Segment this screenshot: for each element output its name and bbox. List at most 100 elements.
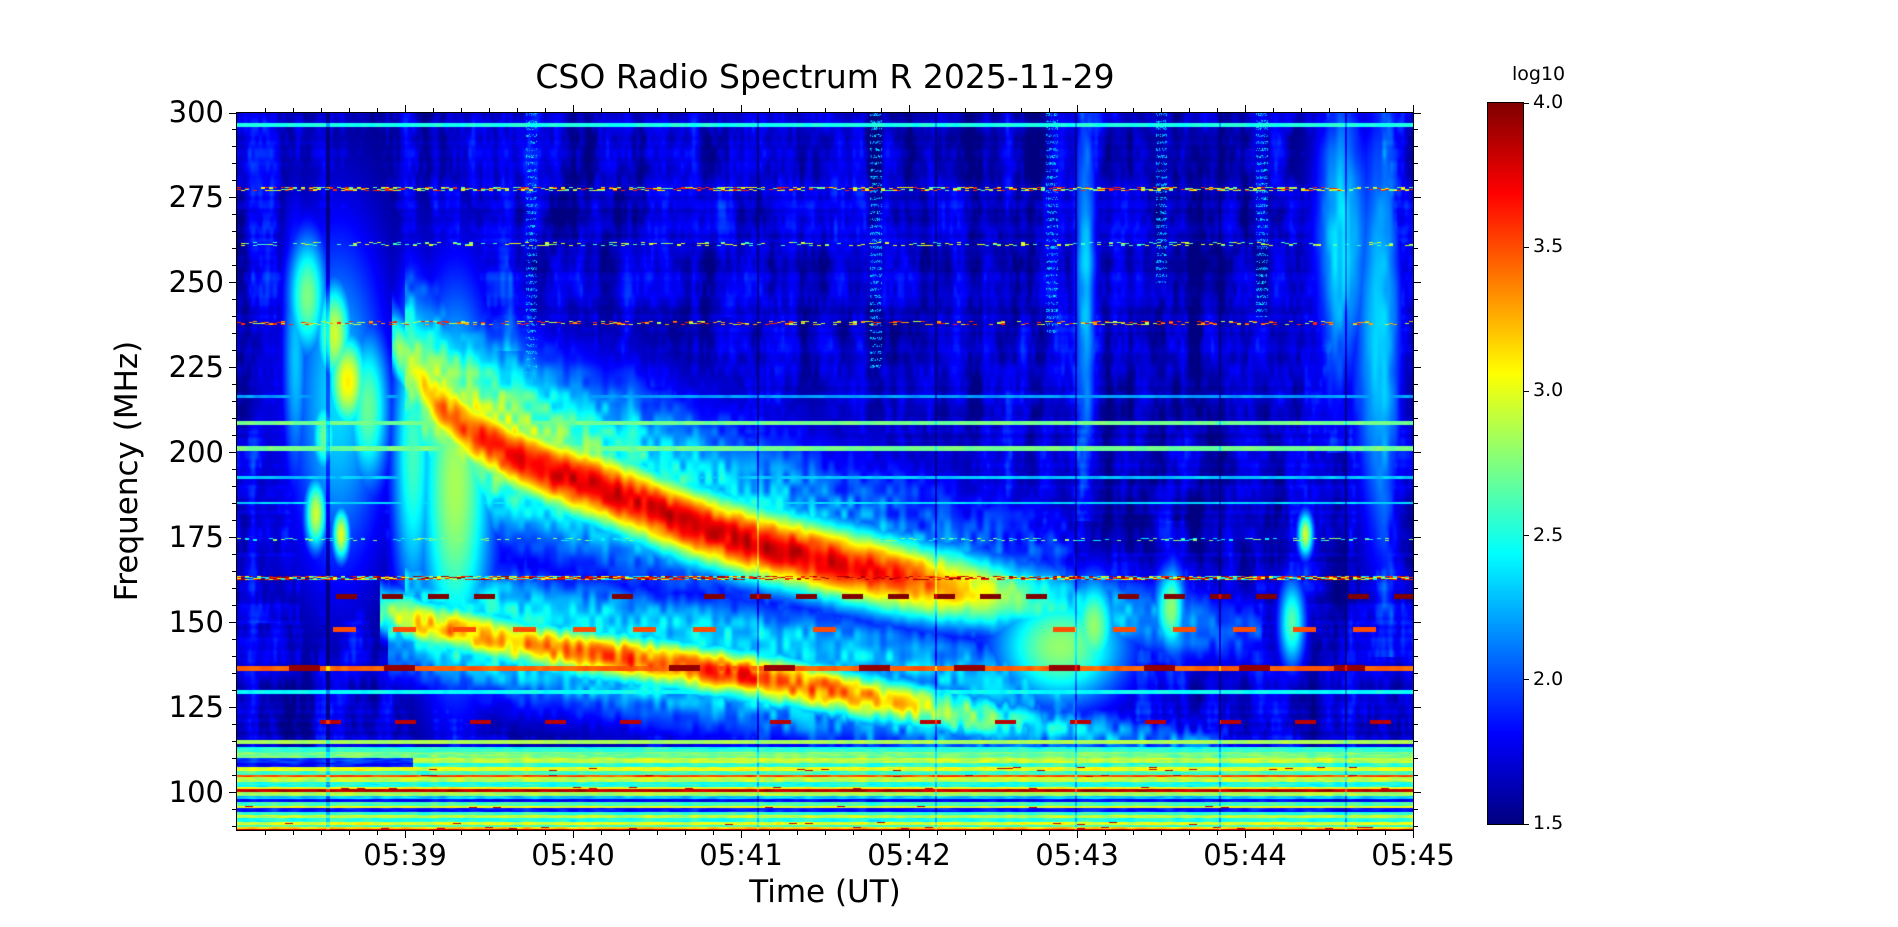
colorbar-tick-label: 3.0	[1533, 379, 1564, 402]
y-minor-tick	[232, 554, 236, 556]
y-minor-tick	[232, 129, 236, 131]
x-axis-label: Time (UT)	[749, 874, 901, 910]
y-minor-tick-right	[1414, 231, 1418, 233]
x-minor-tick	[516, 831, 518, 835]
x-tick-mark	[740, 831, 742, 838]
x-minor-tick	[656, 831, 658, 835]
x-minor-tick-top	[1216, 108, 1218, 112]
x-minor-tick-top	[824, 108, 826, 112]
x-minor-tick-top	[432, 108, 434, 112]
x-tick-label: 05:41	[699, 838, 783, 872]
x-minor-tick	[1356, 831, 1358, 835]
y-tick-label: 225	[168, 349, 224, 384]
x-minor-tick-top	[292, 108, 294, 112]
y-minor-tick-right	[1414, 299, 1418, 301]
y-tick-mark-right	[1414, 452, 1421, 454]
y-minor-tick	[232, 350, 236, 352]
y-minor-tick-right	[1414, 588, 1418, 590]
y-minor-tick	[232, 639, 236, 641]
x-minor-tick	[1300, 831, 1302, 835]
y-tick-mark-right	[1414, 537, 1421, 539]
x-minor-tick-top	[628, 108, 630, 112]
x-minor-tick	[936, 831, 938, 835]
colorbar-canvas	[1488, 103, 1523, 824]
y-minor-tick	[232, 690, 236, 692]
colorbar-tick-mark	[1524, 102, 1529, 104]
y-minor-tick	[232, 571, 236, 573]
y-minor-tick-right	[1414, 214, 1418, 216]
y-minor-tick-right	[1414, 486, 1418, 488]
y-minor-tick-right	[1414, 146, 1418, 148]
x-minor-tick-top	[684, 108, 686, 112]
y-tick-mark	[229, 197, 236, 199]
x-minor-tick-top	[936, 108, 938, 112]
plot-area	[236, 112, 1414, 831]
y-minor-tick-right	[1414, 656, 1418, 658]
y-tick-label: 100	[168, 774, 224, 809]
y-minor-tick-right	[1414, 469, 1418, 471]
colorbar-tick-mark	[1524, 823, 1529, 825]
x-minor-tick-top	[712, 108, 714, 112]
x-minor-tick	[992, 831, 994, 835]
x-minor-tick-top	[1272, 108, 1274, 112]
y-minor-tick-right	[1414, 724, 1418, 726]
colorbar-label: log10	[1512, 63, 1566, 85]
y-minor-tick	[232, 469, 236, 471]
y-minor-tick-right	[1414, 673, 1418, 675]
x-minor-tick	[348, 831, 350, 835]
x-minor-tick	[712, 831, 714, 835]
x-minor-tick	[796, 831, 798, 835]
x-minor-tick	[684, 831, 686, 835]
y-minor-tick	[232, 401, 236, 403]
y-minor-tick	[232, 809, 236, 811]
x-tick-label: 05:44	[1203, 838, 1287, 872]
y-minor-tick-right	[1414, 741, 1418, 743]
x-tick-mark	[572, 831, 574, 838]
y-tick-label: 150	[168, 604, 224, 639]
colorbar-tick-mark	[1524, 679, 1529, 681]
x-tick-label: 05:42	[867, 838, 951, 872]
x-tick-mark-top	[1412, 105, 1414, 112]
x-minor-tick-top	[460, 108, 462, 112]
y-minor-tick-right	[1414, 401, 1418, 403]
x-minor-tick	[1020, 831, 1022, 835]
y-minor-tick	[232, 588, 236, 590]
y-minor-tick-right	[1414, 163, 1418, 165]
y-minor-tick-right	[1414, 384, 1418, 386]
y-minor-tick	[232, 384, 236, 386]
x-minor-tick-top	[1188, 108, 1190, 112]
x-minor-tick	[600, 831, 602, 835]
y-tick-mark-right	[1414, 282, 1421, 284]
x-minor-tick	[1328, 831, 1330, 835]
x-minor-tick-top	[516, 108, 518, 112]
x-tick-label: 05:40	[531, 838, 615, 872]
y-minor-tick-right	[1414, 350, 1418, 352]
y-minor-tick-right	[1414, 248, 1418, 250]
y-minor-tick-right	[1414, 333, 1418, 335]
x-tick-mark-top	[1076, 105, 1078, 112]
x-tick-mark	[908, 831, 910, 838]
x-tick-label: 05:43	[1035, 838, 1119, 872]
y-minor-tick	[232, 214, 236, 216]
y-minor-tick	[232, 520, 236, 522]
colorbar-tick-mark	[1524, 535, 1529, 537]
y-tick-mark-right	[1414, 707, 1421, 709]
y-minor-tick-right	[1414, 129, 1418, 131]
x-minor-tick-top	[264, 108, 266, 112]
x-minor-tick-top	[852, 108, 854, 112]
y-tick-mark	[229, 622, 236, 624]
x-minor-tick	[1216, 831, 1218, 835]
x-minor-tick-top	[1020, 108, 1022, 112]
y-minor-tick	[232, 146, 236, 148]
x-minor-tick	[824, 831, 826, 835]
y-minor-tick-right	[1414, 520, 1418, 522]
x-tick-mark-top	[572, 105, 574, 112]
y-minor-tick-right	[1414, 316, 1418, 318]
x-tick-mark-top	[1244, 105, 1246, 112]
x-minor-tick	[1160, 831, 1162, 835]
x-minor-tick	[460, 831, 462, 835]
x-tick-mark	[1076, 831, 1078, 838]
y-tick-mark	[229, 452, 236, 454]
x-tick-mark-top	[908, 105, 910, 112]
